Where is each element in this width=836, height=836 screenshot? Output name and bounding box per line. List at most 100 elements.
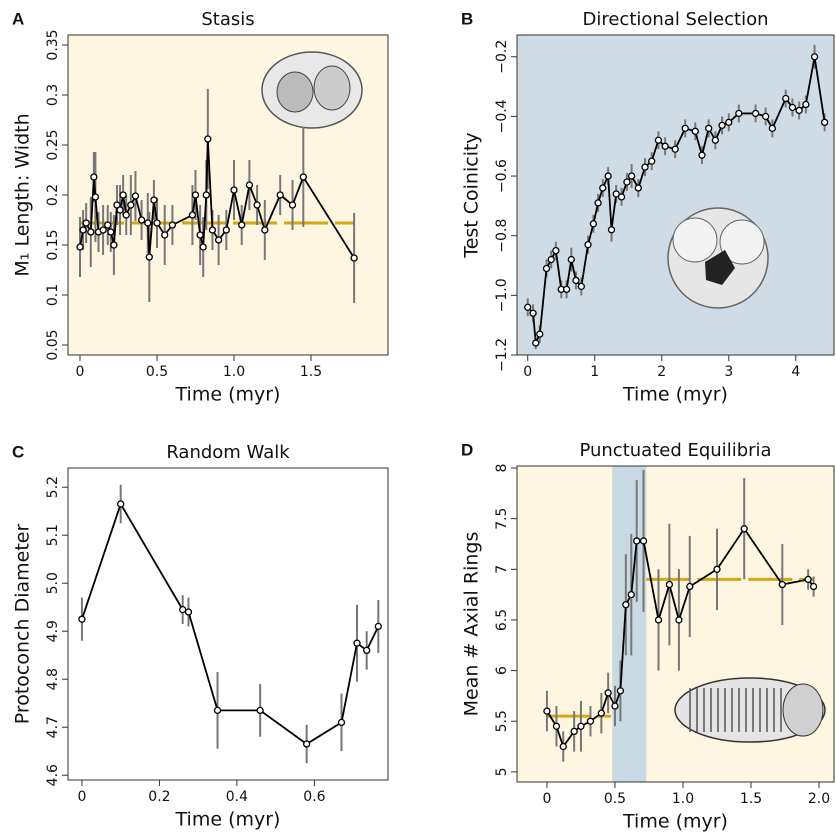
panel-label: A	[12, 9, 24, 28]
data-point	[711, 136, 720, 144]
y-tick-label: 5	[494, 767, 510, 776]
y-tick-label: −0.6	[494, 159, 510, 193]
data-point	[820, 118, 829, 127]
y-tick-label: 4.8	[45, 668, 61, 690]
illustration	[705, 250, 735, 285]
x-tick-label: 0.4	[226, 789, 248, 805]
data-point	[353, 639, 361, 647]
data-point	[782, 94, 790, 103]
x-tick-label: 2.0	[808, 791, 830, 807]
x-tick-label: 0.5	[146, 364, 168, 380]
data-point	[562, 285, 571, 294]
x-tick-label: 0.6	[303, 789, 325, 805]
data-point	[594, 199, 602, 207]
y-tick-label: 0.3	[45, 84, 61, 106]
data-point	[735, 109, 743, 118]
plot-frame	[67, 34, 389, 356]
data-point	[261, 226, 269, 234]
data-point	[675, 616, 683, 624]
panel: 0 0.5 1.0 1.5 0.05 0.1 0.15 0.2 0.25 0.3 0.35 Stasi…	[12, 9, 389, 406]
x-tick-label: 1	[590, 364, 599, 380]
data-point	[810, 53, 819, 61]
y-tick-label: 4.9	[45, 620, 61, 642]
data-point	[208, 226, 217, 234]
data-point	[788, 103, 797, 112]
x-tick-label: 4	[791, 364, 800, 380]
data-point	[654, 136, 663, 144]
data-point	[654, 616, 663, 624]
y-tick-label: 6.5	[494, 609, 510, 631]
x-tick-label: 3	[724, 364, 733, 380]
data-point	[616, 687, 625, 695]
data-point	[612, 190, 620, 198]
data-point	[299, 173, 307, 181]
data-point	[761, 112, 770, 121]
y-tick-label: 8	[494, 464, 510, 473]
data-point	[543, 707, 551, 715]
data-point	[572, 276, 580, 285]
y-axis-label: M₁ Length: Width	[12, 113, 34, 276]
plot-frame	[516, 465, 835, 783]
data-point	[627, 172, 636, 180]
data-point	[623, 178, 631, 186]
data-point	[82, 219, 90, 227]
x-tick-label: 2	[657, 364, 666, 380]
illustration	[672, 217, 718, 263]
data-point	[529, 309, 537, 317]
plot-frame	[516, 34, 835, 356]
data-point	[552, 246, 560, 255]
data-point	[552, 722, 561, 730]
data-point	[144, 219, 152, 227]
data-point	[87, 228, 95, 236]
panel: 0 1 2 3 4 −1.2 −1.0 −0.8 −0.6 −0.4 −0.2 Directional…	[461, 9, 835, 406]
data-point	[374, 622, 382, 631]
data-point	[713, 565, 721, 573]
plot-background	[68, 468, 388, 780]
illustration	[313, 65, 351, 111]
data-point	[641, 163, 649, 171]
data-point	[214, 236, 223, 244]
y-tick-label: 7.5	[494, 508, 510, 530]
data-point	[110, 241, 118, 249]
data-point	[253, 201, 261, 209]
y-tick-label: 4.6	[45, 764, 61, 786]
y-tick-label: 0.2	[45, 184, 61, 206]
data-point	[161, 231, 169, 239]
data-point	[665, 580, 674, 589]
y-tick-label: 5.1	[45, 524, 61, 546]
data-point	[191, 191, 200, 199]
y-axis-label: Mean # Axial Rings	[461, 532, 483, 717]
illustration	[782, 683, 824, 737]
data-point	[119, 191, 127, 199]
data-point	[718, 121, 726, 130]
data-point	[90, 173, 98, 181]
panel-label: B	[461, 9, 473, 28]
data-point	[778, 580, 786, 589]
plot-frame	[67, 467, 389, 781]
y-axis-label: Test Coinicity	[461, 132, 483, 258]
data-point	[79, 226, 87, 234]
data-point	[78, 615, 86, 623]
data-point	[725, 118, 733, 127]
x-tick-label: 1.5	[740, 791, 762, 807]
data-point	[131, 192, 140, 200]
y-tick-label: 7	[494, 565, 510, 574]
data-point	[577, 722, 585, 730]
data-point	[633, 537, 641, 545]
data-point	[536, 330, 544, 338]
data-point	[611, 702, 619, 710]
plot-background	[517, 35, 834, 355]
shaded-region	[612, 466, 647, 782]
data-point	[570, 727, 578, 736]
data-point	[639, 537, 648, 545]
data-point	[559, 742, 567, 751]
data-point	[599, 184, 607, 192]
y-tick-label: 0.1	[45, 284, 61, 306]
data-point	[350, 254, 358, 262]
y-tick-label: 5.5	[494, 710, 510, 732]
data-point	[179, 605, 187, 614]
data-point	[245, 181, 254, 189]
data-point	[76, 243, 84, 251]
data-point	[150, 196, 158, 204]
data-point	[740, 525, 748, 533]
